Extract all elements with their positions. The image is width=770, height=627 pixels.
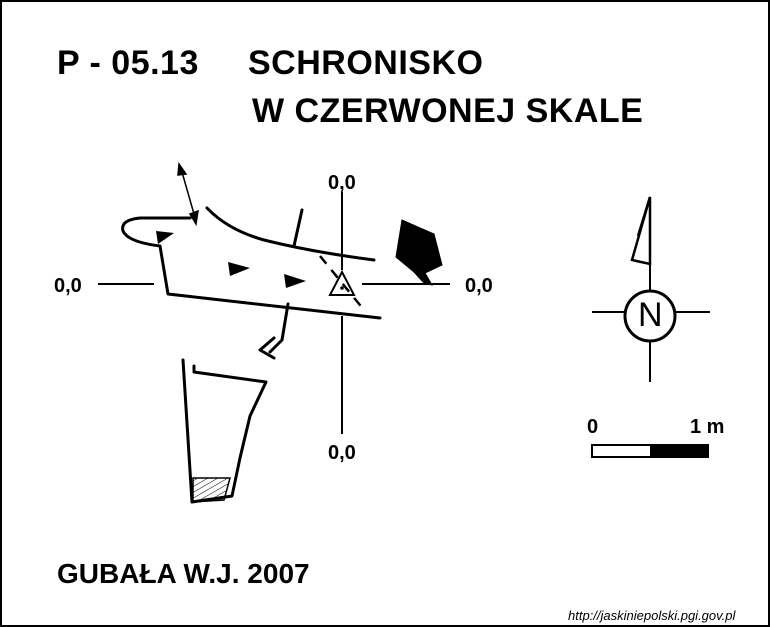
datum-label-bottom: 0,0	[328, 442, 356, 464]
cave-wall-north	[205, 206, 376, 262]
north-arrow-icon	[592, 196, 710, 382]
entrance-arrow-icon	[395, 219, 443, 286]
scale-bar	[591, 444, 709, 458]
datum-cross	[98, 192, 450, 434]
cave-name-line-2: W CZERWONEJ SKALE	[252, 92, 644, 130]
scale-end-label: 1 m	[690, 416, 725, 438]
inclination-marks	[156, 231, 306, 288]
passage-drop-line	[268, 302, 290, 354]
descent-arrow-head	[258, 336, 276, 360]
scale-start-label: 0	[587, 416, 599, 438]
inclination-arrow-icon	[284, 274, 306, 288]
rock-ledge-line	[292, 208, 304, 248]
slope-arrow-icon	[177, 161, 199, 227]
survey-station-icon	[328, 269, 356, 296]
inclination-arrow-icon	[156, 231, 174, 244]
inclination-arrow-icon	[228, 262, 250, 276]
source-url: http://jaskiniepolski.pgi.gov.pl	[568, 608, 736, 623]
datum-label-top: 0,0	[328, 172, 356, 194]
datum-label-right: 0,0	[465, 275, 493, 297]
author-credit: GUBAŁA W.J. 2007	[57, 558, 310, 589]
sediment-hatch	[192, 477, 231, 503]
north-letter: N	[638, 296, 663, 334]
scale-bar-fill	[650, 445, 708, 457]
cave-code: P - 05.13	[57, 44, 199, 82]
cave-name-line-1: SCHRONISKO	[248, 44, 484, 82]
drip-line	[319, 255, 365, 311]
datum-label-left: 0,0	[54, 275, 82, 297]
cave-wall-south	[121, 216, 382, 320]
